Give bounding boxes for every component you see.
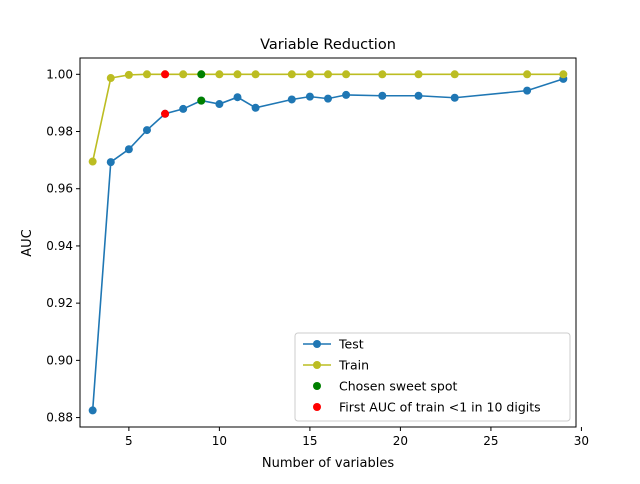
data-point xyxy=(450,93,459,102)
legend-marker xyxy=(313,361,321,369)
data-point xyxy=(197,70,206,79)
x-tick-label: 15 xyxy=(302,434,317,448)
data-point xyxy=(88,406,97,415)
y-tick-label: 0.98 xyxy=(46,125,73,139)
legend-entry: Chosen sweet spot xyxy=(313,379,457,394)
data-point xyxy=(324,94,332,103)
data-point xyxy=(523,70,532,79)
legend-label: Test xyxy=(338,337,364,352)
legend-marker xyxy=(313,382,321,390)
legend-entry: Train xyxy=(303,358,369,373)
data-point xyxy=(342,90,351,99)
data-point xyxy=(106,158,115,167)
legend-box xyxy=(294,332,571,422)
chart-title: Variable Reduction xyxy=(260,37,396,53)
data-point xyxy=(378,70,387,79)
data-point xyxy=(179,70,188,79)
data-point xyxy=(251,103,260,112)
data-point xyxy=(124,145,133,154)
data-point xyxy=(287,70,296,79)
plot-series xyxy=(88,70,568,415)
y-tick-label: 0.94 xyxy=(46,239,73,253)
data-point xyxy=(324,70,332,79)
legend-label: First AUC of train <1 in 10 digits xyxy=(339,400,541,415)
axis-ticks: 5 10 15 20 25 30 0.88 0.90 0.92 0.94 0.96 0.98 1.00 xyxy=(46,67,589,448)
series-chosen-sweet-spot xyxy=(197,70,206,105)
data-point xyxy=(233,93,242,102)
x-tick-label: 25 xyxy=(483,434,498,448)
y-tick-label: 0.88 xyxy=(46,411,73,425)
data-point xyxy=(305,92,314,101)
y-tick-label: 0.92 xyxy=(46,296,73,310)
data-point xyxy=(559,70,568,79)
data-point xyxy=(179,104,188,113)
data-point xyxy=(197,96,206,105)
series-first-auc-of-train-1-in-10-digits xyxy=(161,70,170,118)
data-point xyxy=(305,70,314,79)
data-point xyxy=(414,70,423,79)
data-point xyxy=(414,91,423,100)
legend-entry: Test xyxy=(303,337,364,352)
data-point xyxy=(523,86,532,95)
legend-entry: First AUC of train <1 in 10 digits xyxy=(313,400,541,415)
data-point xyxy=(342,70,351,79)
data-point xyxy=(378,91,387,100)
y-tick-label: 0.90 xyxy=(46,353,73,367)
data-point xyxy=(161,109,170,118)
legend-label: Train xyxy=(338,358,369,373)
legend-marker xyxy=(313,403,321,411)
x-tick-label: 10 xyxy=(212,434,227,448)
axes-frame xyxy=(79,57,577,428)
x-tick-label: 5 xyxy=(125,434,133,448)
data-point xyxy=(106,74,115,83)
data-point xyxy=(142,126,151,135)
data-point xyxy=(142,70,151,79)
data-point xyxy=(233,70,242,79)
x-tick-label: 30 xyxy=(574,434,589,448)
y-tick-label: 0.96 xyxy=(46,182,73,196)
y-tick-label: 1.00 xyxy=(46,67,73,81)
x-axis-label: Number of variables xyxy=(262,456,394,471)
data-point xyxy=(124,70,133,79)
legend-label: Chosen sweet spot xyxy=(339,379,457,394)
data-point xyxy=(88,157,97,166)
data-point xyxy=(287,95,296,104)
data-point xyxy=(251,70,260,79)
data-point xyxy=(215,100,224,109)
legend-marker xyxy=(313,340,321,348)
data-point xyxy=(215,70,224,79)
x-tick-label: 20 xyxy=(393,434,408,448)
series-train xyxy=(88,70,568,166)
data-point xyxy=(450,70,459,79)
data-point xyxy=(161,70,170,79)
y-axis-label: AUC xyxy=(20,229,35,257)
legend: Test Train Chosen sweet spot First AUC of t… xyxy=(294,332,571,422)
